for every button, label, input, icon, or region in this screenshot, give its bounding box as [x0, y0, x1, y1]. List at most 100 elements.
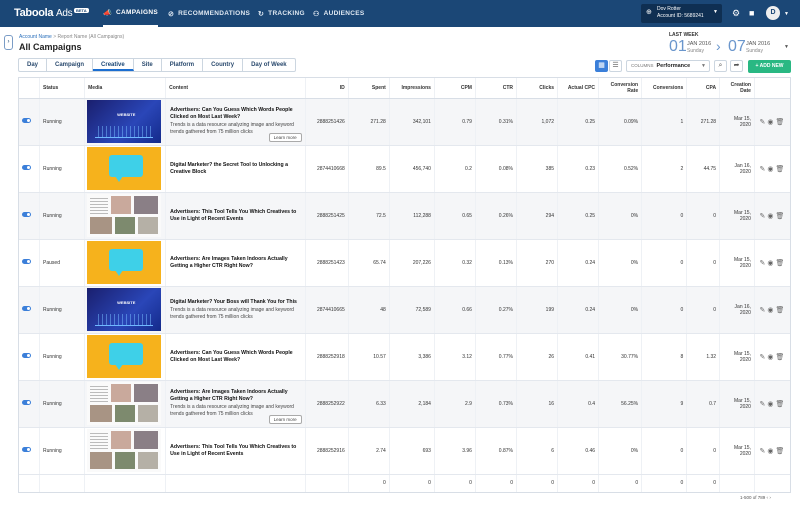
column-header[interactable]: Impressions [389, 78, 435, 99]
creative-title[interactable]: Advertisers: Can You Guess Which Words P… [170, 107, 293, 120]
table-row[interactable]: Paused Advertisers: Are Images Taken Indo… [19, 239, 790, 287]
column-header[interactable]: CTR [475, 78, 517, 99]
creative-title[interactable]: Advertisers: Can You Guess Which Words P… [170, 349, 293, 363]
breadcrumb-root[interactable]: Account Name [19, 34, 52, 40]
column-header[interactable]: Content [165, 78, 306, 99]
table-row[interactable]: Running Advertisers: Can You Guess Which … [19, 333, 790, 381]
creative-thumbnail[interactable] [87, 382, 162, 425]
edit-icon[interactable]: ✎ [759, 212, 768, 220]
creative-title[interactable]: Digital Marketer? Your Boss will Thank Y… [170, 298, 297, 305]
trash-icon[interactable]: 🗑 [775, 259, 787, 267]
table-row[interactable]: Running Advertisers: This Tool Tells You … [19, 427, 790, 475]
status-toggle[interactable] [22, 118, 31, 123]
eye-icon[interactable]: ◉ [767, 212, 776, 220]
creative-thumbnail[interactable]: WEBSITE [87, 288, 162, 331]
gear-icon[interactable]: ⚙ [732, 8, 741, 18]
status-toggle[interactable] [22, 212, 31, 217]
edit-icon[interactable]: ✎ [759, 353, 768, 361]
creative-thumbnail[interactable] [87, 147, 162, 190]
status-toggle[interactable] [22, 447, 31, 452]
nav-audiences[interactable]: ⚇ AUDIENCES [313, 10, 365, 18]
tab-campaign[interactable]: Campaign [47, 59, 94, 71]
share-icon[interactable]: ➦ [730, 60, 743, 72]
status-toggle[interactable] [22, 306, 31, 311]
edit-icon[interactable]: ✎ [759, 118, 768, 126]
eye-icon[interactable]: ◉ [767, 447, 776, 455]
help-icon[interactable]: ■ [749, 8, 755, 18]
nav-tracking[interactable]: ↻ TRACKING [258, 10, 305, 18]
trash-icon[interactable]: 🗑 [775, 400, 787, 408]
creative-title[interactable]: Advertisers: This Tool Tells You Which C… [170, 208, 297, 222]
eye-icon[interactable]: ◉ [767, 306, 776, 314]
taboola-logo[interactable]: Taboola Ads [14, 7, 73, 19]
tab-day-of-week[interactable]: Day of Week [251, 62, 287, 68]
tab-platform[interactable]: Platform [162, 59, 204, 71]
date-to-month[interactable]: JAN 2016 [746, 41, 771, 47]
edit-icon[interactable]: ✎ [759, 306, 768, 314]
eye-icon[interactable]: ◉ [767, 400, 776, 408]
sidebar-toggle-button[interactable]: › [4, 35, 13, 50]
next-page-icon[interactable]: › [769, 495, 771, 500]
edit-icon[interactable]: ✎ [759, 447, 768, 455]
prev-page-icon[interactable]: ‹ [766, 495, 769, 500]
learn-more-button[interactable]: Learn more [268, 414, 302, 424]
tab-day[interactable]: Day [19, 59, 48, 71]
trash-icon[interactable]: 🗑 [775, 212, 787, 220]
status-toggle[interactable] [22, 400, 31, 405]
search-icon[interactable]: ⌕ [714, 60, 727, 72]
creative-title[interactable]: Advertisers: Are Images Taken Indoors Ac… [170, 389, 288, 402]
trash-icon[interactable]: 🗑 [775, 165, 787, 173]
status-toggle[interactable] [22, 353, 31, 358]
column-header[interactable]: Clicks [516, 78, 559, 99]
column-header[interactable]: Conversions [641, 78, 688, 99]
nav-recommendations[interactable]: ⊘ RECOMMENDATIONS [168, 10, 251, 18]
trash-icon[interactable]: 🗑 [775, 306, 787, 314]
columns-select[interactable]: COLUMNS Performance ▼ [626, 60, 710, 72]
list-view-icon[interactable]: ☰ [609, 60, 622, 72]
trash-icon[interactable]: 🗑 [775, 353, 787, 361]
creative-thumbnail[interactable] [87, 194, 162, 237]
grid-view-icon[interactable]: ▦ [595, 60, 608, 72]
creative-title[interactable]: Digital Marketer? the Secret Tool to Unl… [170, 161, 288, 175]
add-new-button[interactable]: + ADD NEW [748, 60, 791, 73]
avatar[interactable]: D [766, 6, 780, 20]
chevron-down-icon[interactable]: ▼ [784, 11, 789, 17]
column-header[interactable]: Media [84, 78, 167, 99]
column-header[interactable]: Spent [348, 78, 390, 99]
creative-title[interactable]: Advertisers: Are Images Taken Indoors Ac… [170, 255, 288, 269]
edit-icon[interactable]: ✎ [759, 165, 768, 173]
table-row[interactable]: Running WEBSITE Digital Marketer? Your Bos… [19, 286, 790, 334]
column-header[interactable]: Status [39, 78, 86, 99]
table-row[interactable]: Running Advertisers: Are Images Taken Ind… [19, 380, 790, 428]
edit-icon[interactable]: ✎ [759, 259, 768, 267]
table-row[interactable]: Running Digital Marketer? the Secret Tool… [19, 145, 790, 193]
tab-creative[interactable]: Creative [93, 59, 134, 71]
creative-thumbnail[interactable]: WEBSITE [87, 100, 162, 143]
column-header[interactable]: CPM [434, 78, 476, 99]
creative-thumbnail[interactable] [87, 429, 162, 472]
tab-site[interactable]: Site [134, 59, 162, 71]
creative-thumbnail[interactable] [87, 335, 162, 378]
column-header[interactable]: Creation Date [719, 78, 755, 99]
status-toggle[interactable] [22, 259, 31, 264]
eye-icon[interactable]: ◉ [767, 165, 776, 173]
tab-country[interactable]: Country [203, 59, 244, 71]
account-selector[interactable]: ⊕ Dov Rotter Account ID: 5689241 ▼ [641, 4, 722, 23]
date-dropdown-icon[interactable]: ▼ [784, 44, 789, 50]
learn-more-button[interactable]: Learn more [268, 132, 302, 142]
creative-thumbnail[interactable] [87, 241, 162, 284]
column-header[interactable]: Actual CPC [557, 78, 600, 99]
table-row[interactable]: Running Advertisers: This Tool Tells You … [19, 192, 790, 240]
eye-icon[interactable]: ◉ [767, 353, 776, 361]
nav-campaigns[interactable]: 📣 CAMPAIGNS [103, 0, 158, 27]
column-header[interactable]: Conversion Rate [598, 78, 643, 99]
column-header[interactable]: CPA [686, 78, 721, 99]
eye-icon[interactable]: ◉ [767, 118, 776, 126]
status-toggle[interactable] [22, 165, 31, 170]
eye-icon[interactable]: ◉ [767, 259, 776, 267]
date-from-day[interactable]: 01 [669, 38, 687, 55]
column-header[interactable]: ID [305, 78, 349, 99]
date-to-day[interactable]: 07 [728, 38, 746, 55]
trash-icon[interactable]: 🗑 [775, 118, 787, 126]
creative-title[interactable]: Advertisers: This Tool Tells You Which C… [170, 443, 297, 457]
